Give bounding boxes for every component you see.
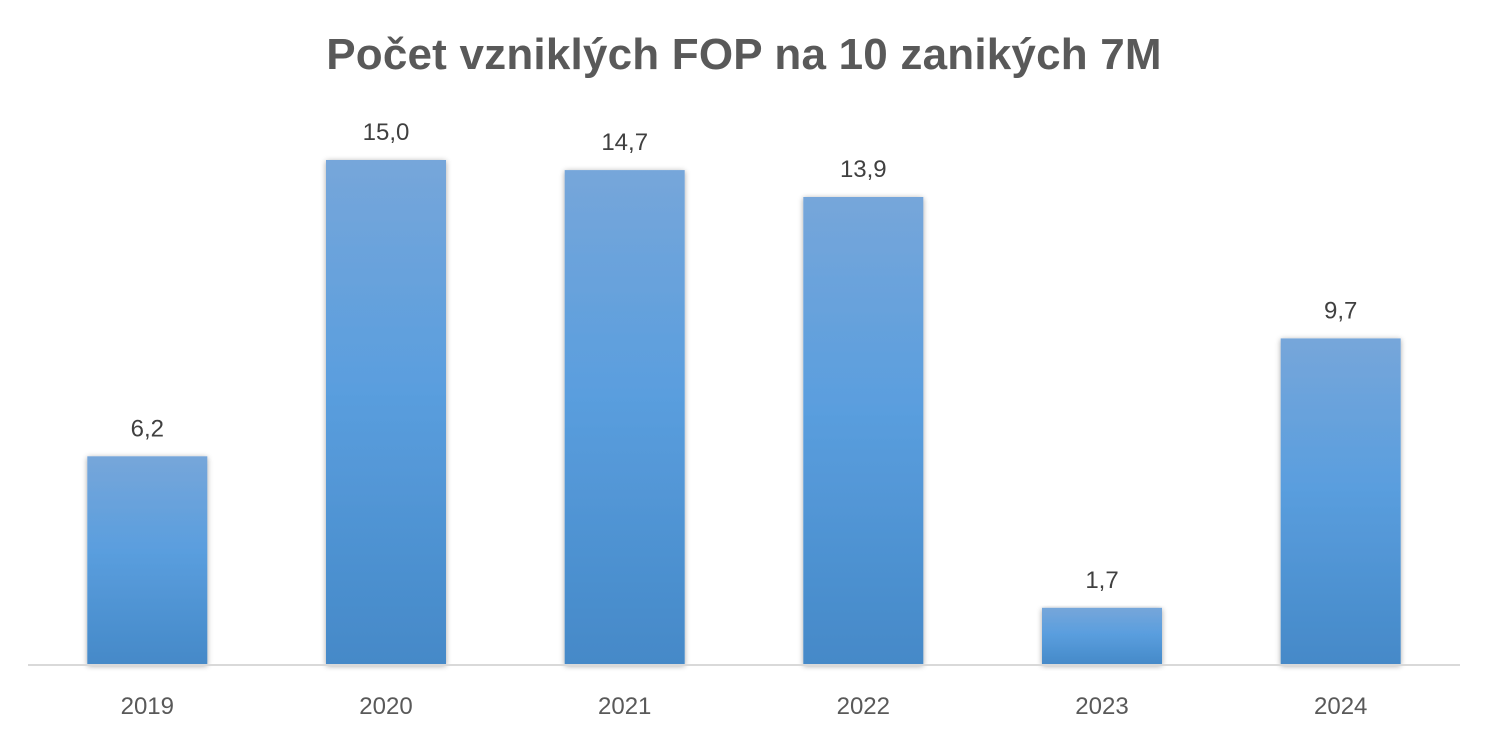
data-label-2019: 6,2	[131, 415, 164, 442]
x-tick-label-2022: 2022	[837, 693, 890, 720]
bar-2021	[564, 170, 685, 665]
data-labels-group: 6,2 15,0 14,7 13,9 1,7 9,7	[131, 119, 1358, 594]
x-tick-labels-group: 2019 2020 2021 2022 2023 2024	[121, 693, 1368, 720]
data-label-2022: 13,9	[840, 156, 887, 183]
bars-group	[87, 160, 1401, 665]
data-label-2020: 15,0	[363, 119, 410, 146]
chart-title: Počet vzniklých FOP na 10 zanikých 7M	[326, 30, 1162, 79]
x-tick-label-2021: 2021	[598, 693, 651, 720]
bar-2019	[87, 456, 208, 665]
data-label-2024: 9,7	[1324, 297, 1357, 324]
data-label-2021: 14,7	[601, 129, 648, 156]
bar-2022	[803, 197, 924, 665]
bar-2023	[1042, 607, 1162, 665]
x-tick-label-2020: 2020	[359, 693, 412, 720]
x-tick-label-2024: 2024	[1314, 693, 1367, 720]
bar-2024	[1280, 338, 1401, 665]
x-tick-label-2019: 2019	[121, 693, 174, 720]
bar-2020	[326, 160, 446, 665]
data-label-2023: 1,7	[1085, 567, 1118, 594]
x-tick-label-2023: 2023	[1075, 693, 1128, 720]
